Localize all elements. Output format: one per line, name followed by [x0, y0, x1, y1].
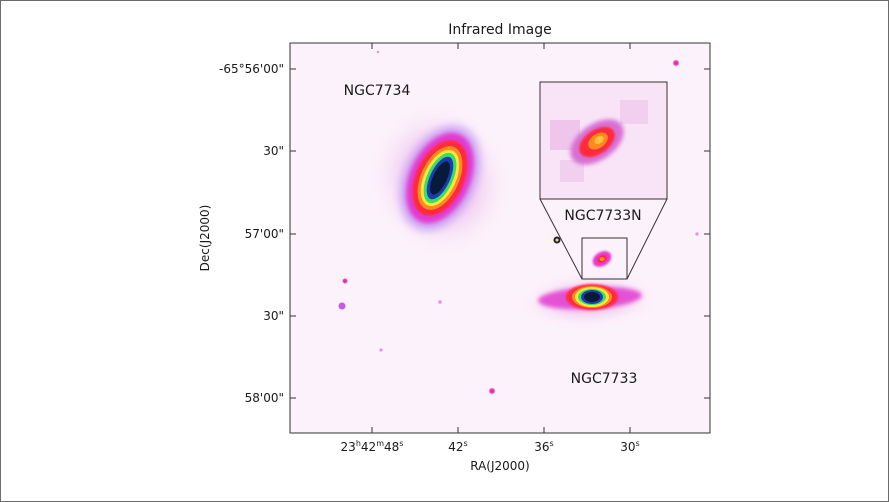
zoom-inset — [539, 81, 668, 200]
galaxy-ngc7733n — [592, 251, 612, 267]
y-tick-label: 30" — [263, 144, 284, 158]
x-tick-label-ra-48: 23h42m48s — [341, 439, 404, 454]
y-axis-ticks — [290, 68, 710, 399]
field-stars — [338, 50, 699, 395]
y-tick-label: 30" — [263, 309, 284, 323]
zoom-box — [539, 198, 668, 280]
y-tick-label: 58'00" — [245, 391, 284, 405]
y-tick-label: -65°56'00" — [219, 62, 284, 76]
y-axis-label: Dec(J2000) — [198, 205, 212, 272]
y-tick-label: 57'00" — [245, 227, 284, 241]
label-ngc7733: NGC7733 — [571, 371, 638, 387]
figure-title: Infrared Image — [448, 22, 552, 38]
x-axis-ticks — [371, 43, 631, 433]
x-axis-tick-labels: 23h42m48s 42s 36s 30s — [341, 439, 640, 454]
label-ngc7733n: NGC7733N — [564, 208, 641, 224]
x-tick-label-ra-30: 30s — [620, 439, 639, 454]
label-ngc7734: NGC7734 — [344, 83, 411, 99]
x-tick-label-ra-36: 36s — [534, 439, 553, 454]
galaxy-ngc7734 — [368, 103, 512, 257]
x-axis-label: RA(J2000) — [470, 459, 530, 473]
galaxy-ngc7733 — [520, 273, 660, 327]
y-axis-tick-labels: -65°56'00" 30" 57'00" 30" 58'00" — [219, 62, 284, 405]
x-tick-label-ra-42: 42s — [448, 439, 467, 454]
